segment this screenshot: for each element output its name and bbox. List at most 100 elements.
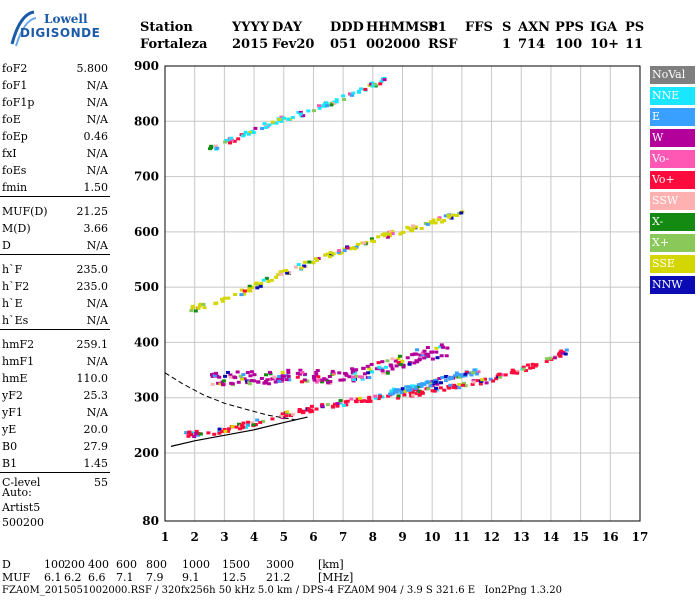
echo-point — [331, 252, 336, 256]
echo-point — [255, 286, 260, 290]
echo-point — [332, 101, 337, 105]
echo-point — [264, 125, 269, 129]
echo-point — [437, 377, 442, 381]
echo-point — [521, 367, 526, 371]
echo-point — [394, 390, 399, 394]
echo-point — [244, 425, 249, 429]
echo-point — [394, 364, 399, 368]
echo-point — [430, 220, 435, 224]
echo-point — [313, 257, 318, 261]
legend-item-x-: X- — [650, 213, 695, 231]
echo-point — [259, 281, 264, 285]
echo-point — [476, 370, 481, 374]
echo-point — [349, 397, 354, 401]
legend-item-nnw: NNW — [650, 276, 695, 294]
param-value: N/A — [86, 406, 108, 419]
param-name: yE — [2, 423, 17, 436]
echo-point — [365, 399, 370, 403]
echo-point — [276, 273, 281, 277]
legend-item-ssw: SSW — [650, 192, 695, 210]
echo-point — [445, 346, 450, 350]
echo-point — [263, 373, 268, 377]
echo-point — [367, 366, 372, 370]
echo-point — [544, 357, 549, 361]
echo-point — [432, 389, 437, 393]
echo-point — [325, 252, 330, 256]
echo-point — [331, 371, 336, 375]
legend-item-x-: X+ — [650, 234, 695, 252]
echo-point — [354, 400, 359, 404]
param-value: 235.0 — [76, 280, 109, 293]
echo-point — [311, 374, 316, 378]
echo-point — [411, 393, 416, 397]
echo-point — [417, 385, 422, 389]
echo-point — [217, 431, 222, 435]
echo-point — [464, 370, 469, 374]
param-name: hmF1 — [2, 355, 35, 368]
model-dashed-curve — [164, 372, 296, 421]
echo-point — [390, 232, 395, 236]
echo-point — [331, 405, 336, 409]
echo-point — [380, 233, 385, 237]
echo-point — [430, 389, 435, 393]
param-name: foF1 — [2, 79, 28, 92]
echo-point — [317, 106, 322, 110]
echo-point — [341, 97, 346, 101]
footer-value: 6.6 — [88, 571, 106, 584]
echo-point — [533, 364, 538, 368]
echo-point — [316, 257, 321, 261]
header-iga-value: 10+ — [590, 37, 619, 52]
x-tick-label: 10 — [424, 530, 441, 544]
echo-point — [258, 284, 263, 288]
echo-point — [309, 408, 314, 412]
echo-point — [343, 371, 348, 375]
echo-point — [381, 371, 386, 375]
echo-point — [342, 247, 347, 251]
header-ps-value: 11 — [625, 37, 644, 52]
echo-point — [295, 371, 300, 375]
echo-point — [248, 374, 253, 378]
echo-point — [417, 389, 422, 393]
echo-point — [279, 376, 284, 380]
echo-point — [286, 375, 291, 379]
x-tick-label: 7 — [339, 530, 347, 544]
header-yyyy-value: 2015 — [232, 37, 269, 52]
x-tick-label: 9 — [398, 530, 406, 544]
echo-point — [496, 373, 501, 377]
echo-point — [355, 242, 360, 246]
echo-point — [209, 144, 214, 148]
x-tick-label: 4 — [250, 530, 258, 544]
header-iga: IGA — [590, 20, 618, 35]
echo-point — [280, 378, 285, 382]
echo-point — [307, 260, 312, 264]
echo-point — [354, 374, 359, 378]
echo-point — [315, 369, 320, 373]
echo-point — [242, 377, 247, 381]
echo-point — [241, 373, 246, 377]
echo-point — [436, 218, 441, 222]
echo-point — [463, 374, 468, 378]
echo-point — [426, 387, 431, 391]
echo-point — [322, 377, 327, 381]
echo-point — [217, 427, 222, 431]
echo-point — [314, 370, 319, 374]
echo-point — [237, 427, 242, 431]
echo-point — [258, 420, 263, 424]
echo-point — [444, 354, 449, 358]
echo-point — [440, 220, 445, 224]
echo-point — [498, 375, 503, 379]
echo-point — [434, 386, 439, 390]
param-value: 55 — [94, 476, 108, 489]
echo-point — [267, 123, 272, 127]
echo-point — [422, 382, 427, 386]
echo-point — [232, 139, 237, 143]
echo-point — [194, 432, 199, 436]
echo-point — [385, 371, 390, 375]
echo-point — [362, 399, 367, 403]
echo-point — [439, 381, 444, 385]
param-value: N/A — [86, 355, 108, 368]
echo-point — [330, 369, 335, 373]
footer-value: 400 — [88, 558, 109, 571]
echo-point — [494, 377, 499, 381]
echo-point — [418, 353, 423, 357]
